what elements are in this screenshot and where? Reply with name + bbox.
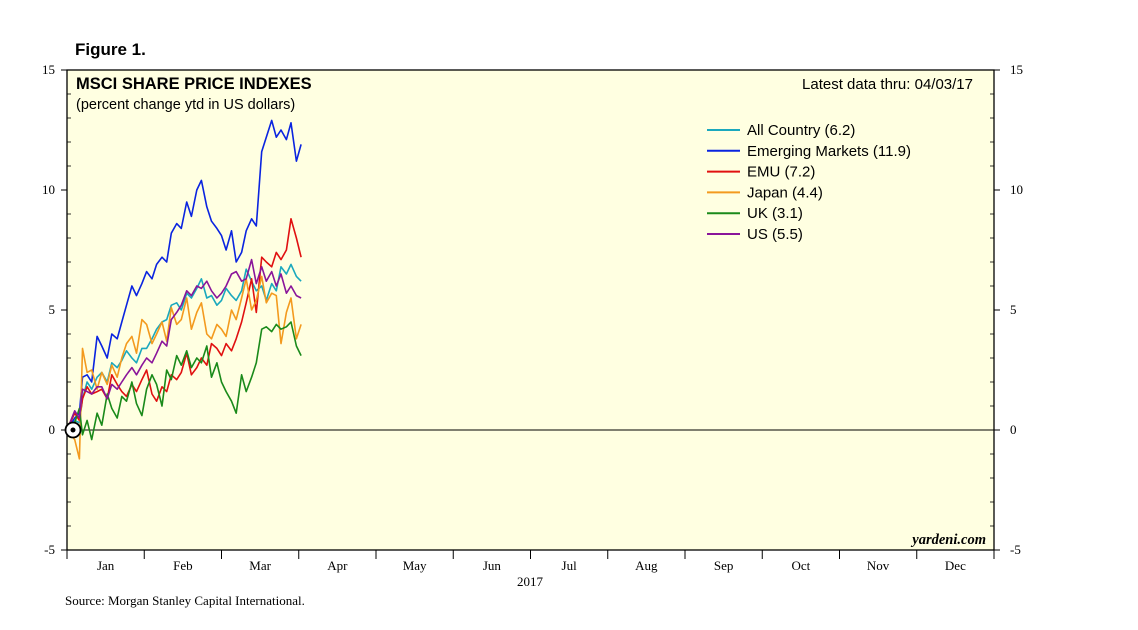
x-month-label: Sep <box>714 558 734 573</box>
series-line-1 <box>66 119 302 431</box>
series-line-3 <box>66 275 302 460</box>
latest-data-note: Latest data thru: 04/03/17 <box>802 76 973 93</box>
y-tick-label-right: 0 <box>1010 422 1017 437</box>
axis-layer: -5 0 5 10 15 -5 0 5 10 15 Jan Feb Mar Apr May Jun Jul Aug… <box>42 62 1023 573</box>
y-tick-label-right: -5 <box>1010 542 1021 557</box>
x-month-label: Apr <box>327 558 348 573</box>
x-month-label: Jul <box>562 558 578 573</box>
legend-label-2: EMU (7.2) <box>747 164 815 181</box>
legend-label-3: Japan (4.4) <box>747 184 823 201</box>
source-note: Source: Morgan Stanley Capital Internati… <box>65 593 305 608</box>
x-month-label: Oct <box>791 558 810 573</box>
x-month-label: Feb <box>173 558 193 573</box>
y-tick-label-left: 0 <box>49 422 56 437</box>
y-tick-label-right: 5 <box>1010 302 1017 317</box>
y-tick-label-left: 15 <box>42 62 55 77</box>
legend-label-5: US (5.5) <box>747 226 803 243</box>
y-tick-label-left: 10 <box>42 182 55 197</box>
chart-title: MSCI SHARE PRICE INDEXES <box>76 75 312 93</box>
x-axis-label: 2017 <box>517 574 544 589</box>
x-month-label: Jun <box>483 558 502 573</box>
origin-marker <box>64 421 82 439</box>
series-line-0 <box>66 263 302 431</box>
figure-label: Figure 1. <box>75 40 146 59</box>
y-tick-label-left: -5 <box>44 542 55 557</box>
legend-label-0: All Country (6.2) <box>747 122 855 139</box>
x-month-label: Mar <box>249 558 271 573</box>
series-layer <box>66 119 302 460</box>
legend: All Country (6.2) Emerging Markets (11.9)… <box>707 122 911 243</box>
y-tick-label-right: 15 <box>1010 62 1023 77</box>
series-line-4 <box>66 321 302 441</box>
legend-label-1: Emerging Markets (11.9) <box>747 143 911 160</box>
plot-background <box>67 70 994 550</box>
chart-subtitle: (percent change ytd in US dollars) <box>76 97 295 113</box>
series-line-5 <box>66 258 302 431</box>
credit-label: yardeni.com <box>910 532 986 548</box>
y-tick-label-left: 5 <box>49 302 56 317</box>
x-month-label: Nov <box>867 558 890 573</box>
x-month-label: Aug <box>635 558 658 573</box>
x-month-label: Dec <box>945 558 966 573</box>
legend-label-4: UK (3.1) <box>747 205 803 222</box>
origin-dot <box>70 427 76 433</box>
y-tick-label-right: 10 <box>1010 182 1023 197</box>
x-month-label: May <box>403 558 427 573</box>
x-month-label: Jan <box>97 558 115 573</box>
